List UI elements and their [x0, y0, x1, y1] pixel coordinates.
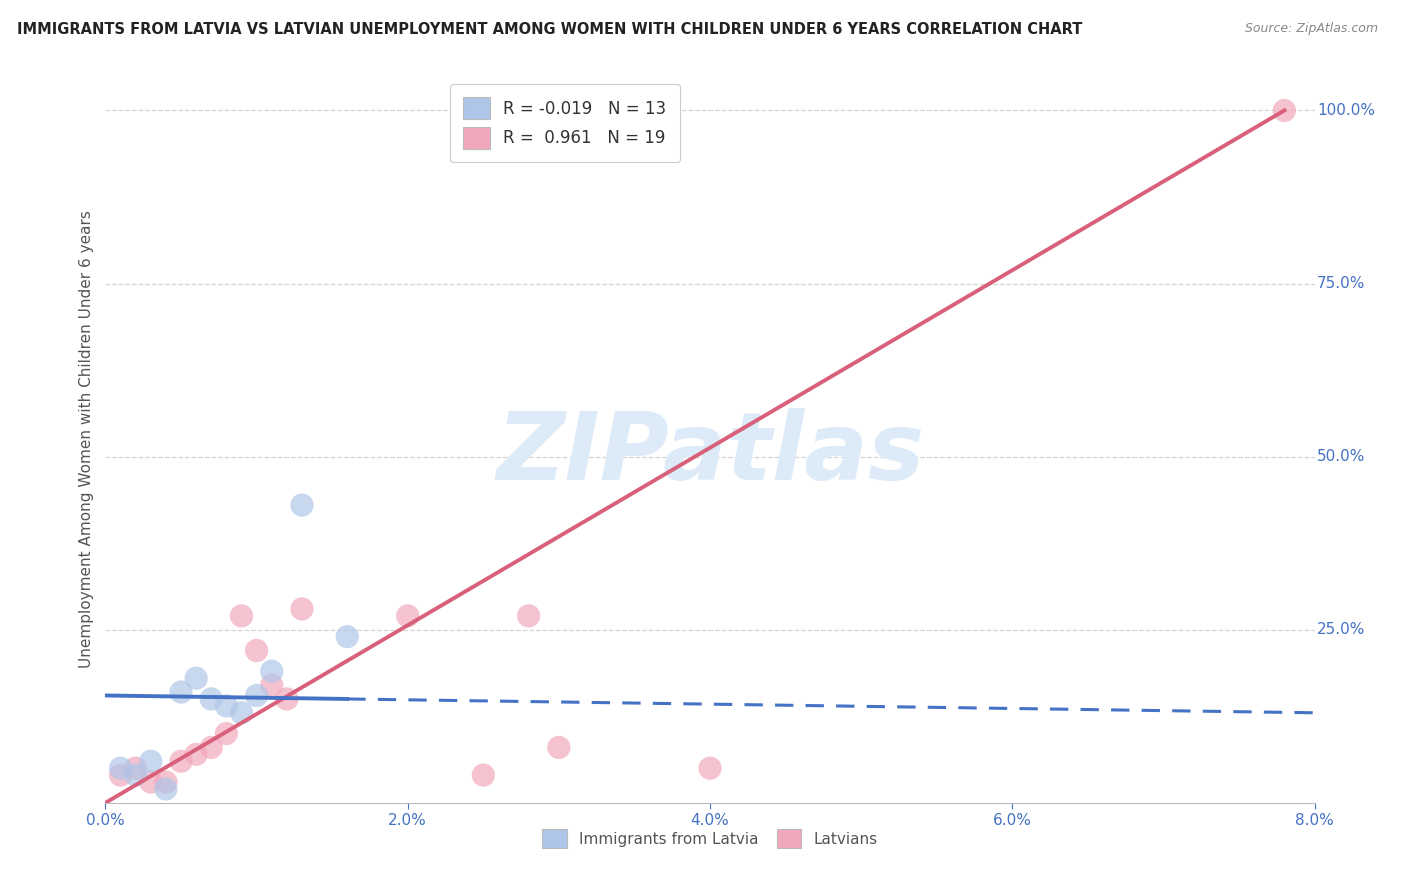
Point: [276, 692, 298, 706]
Point: [260, 665, 283, 679]
Text: 25.0%: 25.0%: [1317, 623, 1365, 637]
Point: [186, 747, 208, 762]
Y-axis label: Unemployment Among Women with Children Under 6 years: Unemployment Among Women with Children U…: [79, 211, 94, 668]
Point: [215, 698, 238, 713]
Point: [336, 630, 359, 644]
Point: [170, 685, 193, 699]
Point: [472, 768, 495, 782]
Point: [260, 678, 283, 692]
Point: [124, 761, 148, 775]
Point: [548, 740, 571, 755]
Point: [200, 740, 222, 755]
Point: [231, 706, 253, 720]
Point: [155, 781, 177, 796]
Point: [396, 608, 419, 623]
Point: [155, 775, 177, 789]
Point: [186, 671, 208, 685]
Point: [517, 608, 540, 623]
Legend: Immigrants from Latvia, Latvians: Immigrants from Latvia, Latvians: [530, 816, 890, 861]
Point: [246, 689, 269, 703]
Point: [124, 768, 148, 782]
Point: [291, 602, 314, 616]
Point: [231, 608, 253, 623]
Text: 75.0%: 75.0%: [1317, 276, 1365, 291]
Point: [246, 643, 269, 657]
Point: [139, 775, 162, 789]
Text: 100.0%: 100.0%: [1317, 103, 1375, 118]
Text: 50.0%: 50.0%: [1317, 449, 1365, 464]
Text: IMMIGRANTS FROM LATVIA VS LATVIAN UNEMPLOYMENT AMONG WOMEN WITH CHILDREN UNDER 6: IMMIGRANTS FROM LATVIA VS LATVIAN UNEMPL…: [17, 22, 1083, 37]
Point: [1274, 103, 1296, 118]
Point: [139, 754, 162, 768]
Point: [200, 692, 222, 706]
Text: Source: ZipAtlas.com: Source: ZipAtlas.com: [1244, 22, 1378, 36]
Point: [110, 761, 132, 775]
Point: [215, 726, 238, 740]
Point: [699, 761, 721, 775]
Point: [291, 498, 314, 512]
Point: [170, 754, 193, 768]
Point: [110, 768, 132, 782]
Text: ZIPatlas: ZIPatlas: [496, 408, 924, 500]
